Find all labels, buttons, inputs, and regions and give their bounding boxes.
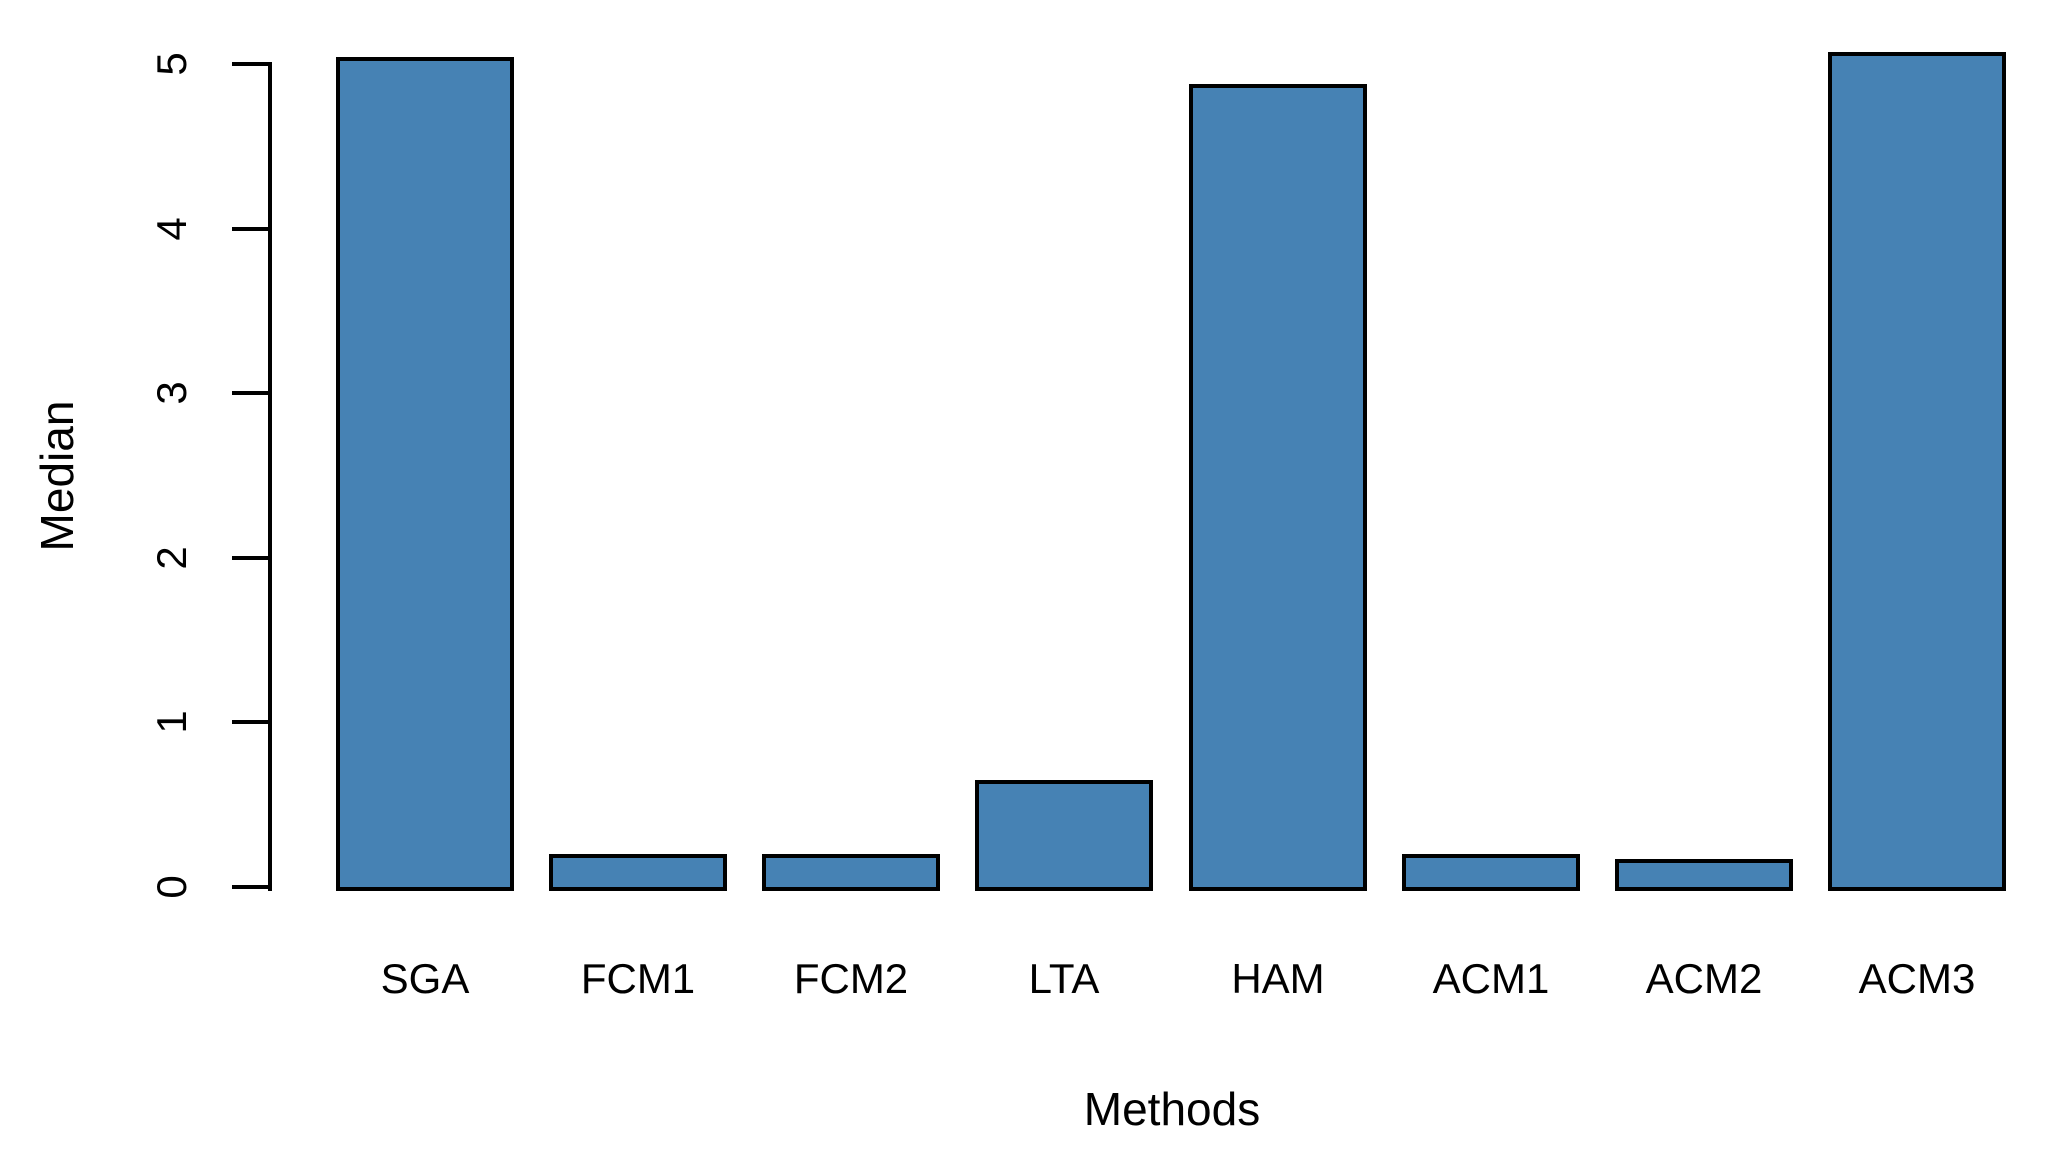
y-tick-label-0: 0 bbox=[148, 875, 195, 899]
bar-acm1 bbox=[1402, 854, 1580, 891]
y-tick-0 bbox=[232, 885, 268, 889]
bar-acm3 bbox=[1828, 52, 2006, 891]
bar-acm2 bbox=[1615, 859, 1793, 891]
y-tick-label-3: 3 bbox=[148, 381, 195, 405]
x-category-label-fcm1: FCM1 bbox=[580, 955, 696, 1002]
bar-ham bbox=[1189, 84, 1367, 891]
x-category-label-sga: SGA bbox=[380, 955, 470, 1002]
y-tick-5 bbox=[232, 62, 268, 66]
y-tick-2 bbox=[232, 556, 268, 560]
y-tick-label-2: 2 bbox=[148, 546, 195, 570]
x-category-label-ham: HAM bbox=[1231, 955, 1325, 1002]
bar-sga bbox=[336, 57, 514, 891]
bar-lta bbox=[975, 780, 1153, 891]
y-tick-label-4: 4 bbox=[148, 217, 195, 241]
y-tick-label-5: 5 bbox=[148, 52, 195, 76]
y-tick-4 bbox=[232, 227, 268, 231]
x-category-label-acm3: ACM3 bbox=[1858, 955, 1976, 1002]
x-category-label-fcm2: FCM2 bbox=[793, 955, 909, 1002]
bar-fcm1 bbox=[549, 854, 727, 891]
bar-fcm2 bbox=[762, 854, 940, 891]
x-category-label-lta: LTA bbox=[1028, 955, 1100, 1002]
x-axis-title: Methods bbox=[1083, 1083, 1261, 1135]
y-axis-line bbox=[268, 62, 272, 891]
x-category-label-acm2: ACM2 bbox=[1645, 955, 1763, 1002]
y-axis-title: Median bbox=[31, 400, 83, 552]
y-tick-3 bbox=[232, 391, 268, 395]
y-tick-1 bbox=[232, 720, 268, 724]
x-category-label-acm1: ACM1 bbox=[1432, 955, 1550, 1002]
y-tick-label-1: 1 bbox=[148, 710, 195, 734]
